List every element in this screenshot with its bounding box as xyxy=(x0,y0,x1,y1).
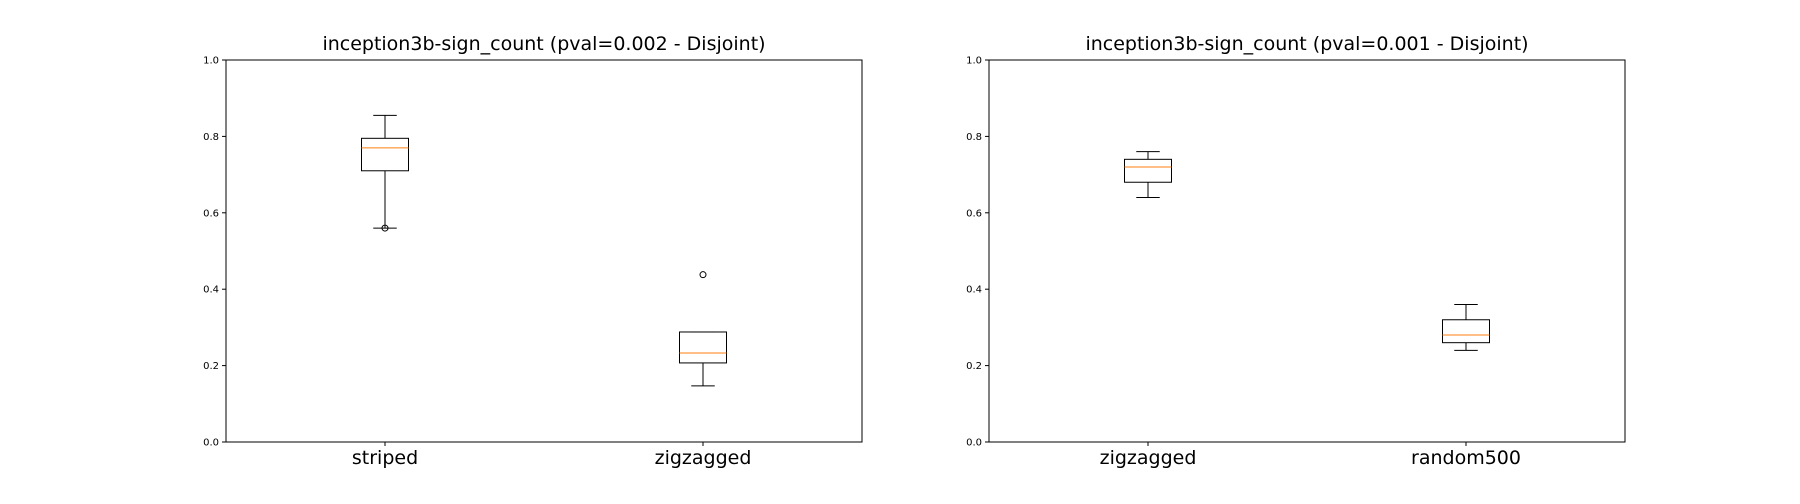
y-tick-label: 0.2 xyxy=(966,361,982,372)
y-tick-label: 0.2 xyxy=(203,361,219,372)
y-tick-label: 0.4 xyxy=(966,285,982,296)
chart-panel-1: inception3b-sign_count (pval=0.002 - Dis… xyxy=(203,33,863,469)
box-random500: random500 xyxy=(1411,303,1521,469)
y-tick-label: 1.0 xyxy=(203,56,219,67)
outlier-point xyxy=(381,224,389,232)
y-tick-label: 0.6 xyxy=(966,208,982,219)
box-striped: striped xyxy=(352,114,418,469)
iqr-box xyxy=(361,137,409,172)
y-tick-label: 0.8 xyxy=(203,132,219,143)
axes-frame xyxy=(988,59,1626,443)
y-tick-label: 1.0 xyxy=(966,56,982,67)
x-tick-label: striped xyxy=(352,447,418,469)
x-tick-label: zigzagged xyxy=(655,447,752,469)
chart-panel-2: inception3b-sign_count (pval=0.001 - Dis… xyxy=(966,33,1626,469)
axes-frame xyxy=(225,59,863,443)
box-zigzagged: zigzagged xyxy=(655,271,752,469)
iqr-box xyxy=(679,331,727,364)
x-tick-label: zigzagged xyxy=(1100,447,1197,469)
outlier-point xyxy=(699,271,707,279)
chart-title: inception3b-sign_count (pval=0.002 - Dis… xyxy=(322,33,765,55)
y-tick-label: 0.0 xyxy=(966,438,982,449)
box-zigzagged: zigzagged xyxy=(1100,151,1197,469)
chart-title: inception3b-sign_count (pval=0.001 - Dis… xyxy=(1085,33,1528,55)
y-tick-label: 0.0 xyxy=(203,438,219,449)
y-tick-label: 0.8 xyxy=(966,132,982,143)
iqr-box xyxy=(1124,158,1172,183)
y-tick-label: 0.6 xyxy=(203,208,219,219)
iqr-box xyxy=(1442,319,1490,344)
y-tick-label: 0.4 xyxy=(203,285,219,296)
x-tick-label: random500 xyxy=(1411,447,1521,469)
